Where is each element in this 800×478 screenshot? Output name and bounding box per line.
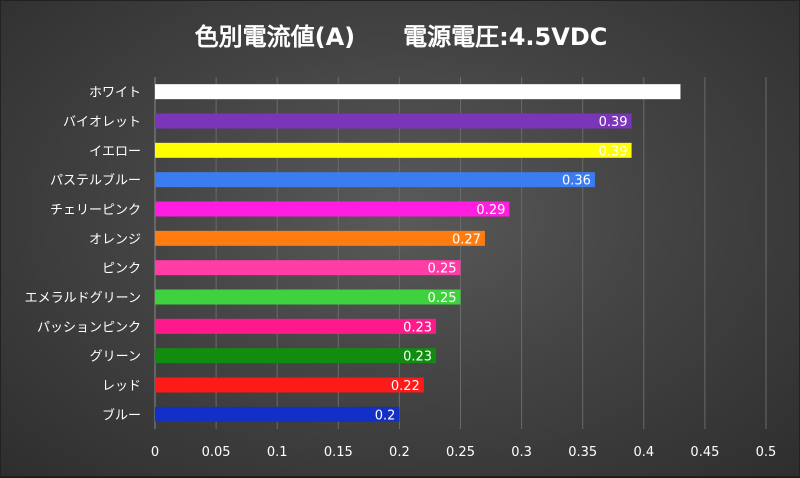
category-label: パッションピンク	[37, 320, 141, 335]
data-label: 0.39	[599, 115, 628, 130]
category-label: ピンク	[102, 262, 141, 277]
bar	[155, 201, 510, 217]
x-tick-label: 0.05	[202, 445, 231, 460]
data-label: 0.25	[428, 291, 457, 306]
category-label: バイオレット	[63, 115, 141, 130]
bars	[155, 84, 681, 422]
x-tick-label: 0	[151, 445, 159, 460]
bar	[155, 113, 632, 129]
data-label: 0.29	[476, 203, 505, 218]
bar	[155, 377, 424, 393]
bar	[155, 348, 437, 364]
bar	[155, 172, 595, 188]
category-labels: ホワイトバイオレットイエローパステルブルーチェリーピンクオレンジピンクエメラルド…	[25, 86, 141, 424]
data-label: 0.25	[428, 262, 457, 277]
bar	[155, 142, 632, 158]
category-label: グリーン	[90, 350, 141, 365]
bar	[155, 84, 681, 100]
category-label: パステルブルー	[50, 173, 141, 189]
x-tick-label: 0.35	[568, 445, 597, 460]
category-label: イエロー	[89, 144, 141, 159]
data-label: 0.2	[375, 408, 396, 423]
bar	[155, 289, 461, 305]
bar	[155, 318, 437, 334]
data-label: 0.39	[599, 144, 628, 159]
category-label: チェリーピンク	[50, 203, 141, 218]
x-tick-label: 0.15	[324, 445, 353, 460]
category-label: レッド	[102, 379, 141, 394]
x-tick-label: 0.1	[267, 445, 288, 460]
data-label: 0.43	[648, 86, 677, 101]
data-label: 0.23	[403, 350, 432, 365]
data-label: 0.27	[452, 232, 481, 247]
chart-title: 色別電流値(A) 電源電圧:4.5VDC	[195, 23, 608, 51]
gridlines	[154, 77, 767, 429]
x-tick-label: 0.5	[756, 445, 777, 460]
x-tick-label: 0.25	[446, 445, 475, 460]
data-label: 0.36	[562, 174, 591, 189]
bar	[155, 406, 400, 422]
x-tick-label: 0.4	[633, 445, 654, 460]
x-tick-label: 0.2	[389, 445, 410, 460]
category-label: オレンジ	[89, 232, 141, 247]
data-labels: 0.43 0.39 0.39 0.36 0.29 0.27 0.25 0.25 0.23 0.23…	[375, 86, 677, 424]
x-tick-labels: 0 0.05 0.1 0.15 0.2 0.25 0.3 0.35 0.4 0.45 0.5	[151, 445, 776, 460]
x-tick-label: 0.3	[511, 445, 532, 460]
bar	[155, 230, 485, 246]
category-label: エメラルドグリーン	[25, 291, 141, 306]
bar	[155, 260, 461, 276]
category-label: ブルー	[102, 407, 141, 423]
x-tick-label: 0.45	[690, 445, 719, 460]
category-label: ホワイト	[89, 86, 141, 101]
data-label: 0.23	[403, 320, 432, 335]
data-label: 0.22	[391, 379, 420, 394]
